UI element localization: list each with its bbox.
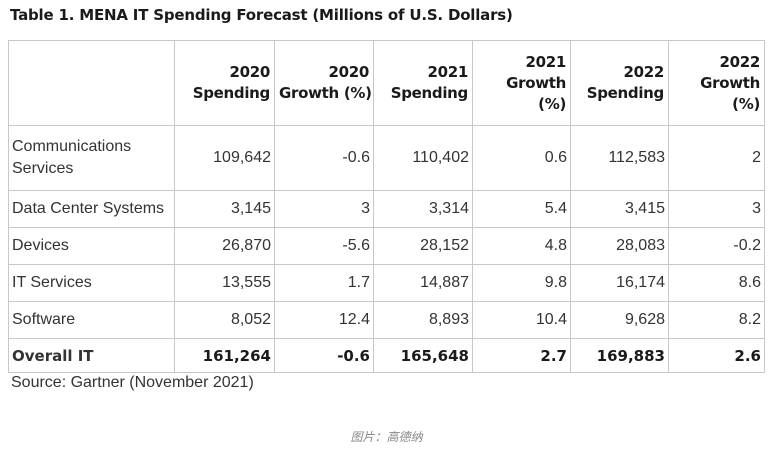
cell-2021-growth: 10.4 <box>472 301 571 339</box>
cell-2021-spending: 14,887 <box>373 264 473 302</box>
cell-2021-spending: 3,314 <box>373 190 473 228</box>
cell-2022-growth: 8.6 <box>668 264 765 302</box>
header-2020-spending: 2020 Spending <box>174 40 275 126</box>
table-row: Software 8,052 12.4 8,893 10.4 9,628 8.2 <box>8 301 765 339</box>
cell-2021-spending: 110,402 <box>373 125 473 191</box>
header-2021-growth: 2021 Growth (%) <box>472 40 571 126</box>
header-2022-spending: 2022 Spending <box>570 40 669 126</box>
header-cell-label <box>8 40 175 126</box>
table-row: Communications Services 109,642 -0.6 110,… <box>8 125 765 191</box>
cell-2021-growth: 4.8 <box>472 227 571 265</box>
table-row: Devices 26,870 -5.6 28,152 4.8 28,083 -0… <box>8 227 765 265</box>
cell-2020-growth: 1.7 <box>274 264 374 302</box>
cell-2022-growth: 8.2 <box>668 301 765 339</box>
cell-2020-spending: 26,870 <box>174 227 275 265</box>
cell-2022-growth: -0.2 <box>668 227 765 265</box>
cell-2021-spending: 28,152 <box>373 227 473 265</box>
image-caption: 图片：高德纳 <box>350 430 423 444</box>
cell-2020-growth: 3 <box>274 190 374 228</box>
header-2021-spending: 2021 Spending <box>373 40 473 126</box>
row-label-data-center-systems: Data Center Systems <box>8 190 175 228</box>
cell-2022-spending: 112,583 <box>570 125 669 191</box>
cell-2022-growth: 2.6 <box>668 338 765 373</box>
cell-2020-growth: -0.6 <box>274 125 374 191</box>
row-label-communications-services: Communications Services <box>8 125 175 191</box>
row-label-software: Software <box>8 301 175 339</box>
table-row: IT Services 13,555 1.7 14,887 9.8 16,174… <box>8 264 765 302</box>
cell-2020-growth: -0.6 <box>274 338 374 373</box>
table-row: Data Center Systems 3,145 3 3,314 5.4 3,… <box>8 190 765 228</box>
cell-2021-growth: 0.6 <box>472 125 571 191</box>
cell-2020-growth: -5.6 <box>274 227 374 265</box>
cell-2020-growth: 12.4 <box>274 301 374 339</box>
header-2022-growth: 2022 Growth (%) <box>668 40 765 126</box>
cell-2020-spending: 3,145 <box>174 190 275 228</box>
cell-2022-spending: 28,083 <box>570 227 669 265</box>
cell-2022-spending: 16,174 <box>570 264 669 302</box>
cell-2022-growth: 3 <box>668 190 765 228</box>
cell-2021-spending: 165,648 <box>373 338 473 373</box>
table-title: Table 1. MENA IT Spending Forecast (Mill… <box>10 6 513 24</box>
row-label-it-services: IT Services <box>8 264 175 302</box>
cell-2021-growth: 9.8 <box>472 264 571 302</box>
row-label-devices: Devices <box>8 227 175 265</box>
cell-2021-growth: 5.4 <box>472 190 571 228</box>
header-row: 2020 Spending 2020 Growth (%) 2021 Spend… <box>8 40 765 126</box>
source-note: Source: Gartner (November 2021) <box>11 374 254 391</box>
cell-2020-spending: 13,555 <box>174 264 275 302</box>
cell-2022-growth: 2 <box>668 125 765 191</box>
total-row: Overall IT 161,264 -0.6 165,648 2.7 169,… <box>8 338 765 373</box>
cell-2020-spending: 161,264 <box>174 338 275 373</box>
cell-2021-growth: 2.7 <box>472 338 571 373</box>
header-2020-growth: 2020 Growth (%) <box>274 40 374 126</box>
cell-2022-spending: 3,415 <box>570 190 669 228</box>
cell-2022-spending: 9,628 <box>570 301 669 339</box>
cell-2020-spending: 8,052 <box>174 301 275 339</box>
row-label-overall-it: Overall IT <box>8 338 175 373</box>
it-spending-table: 2020 Spending 2020 Growth (%) 2021 Spend… <box>8 40 765 373</box>
cell-2021-spending: 8,893 <box>373 301 473 339</box>
cell-2022-spending: 169,883 <box>570 338 669 373</box>
cell-2020-spending: 109,642 <box>174 125 275 191</box>
